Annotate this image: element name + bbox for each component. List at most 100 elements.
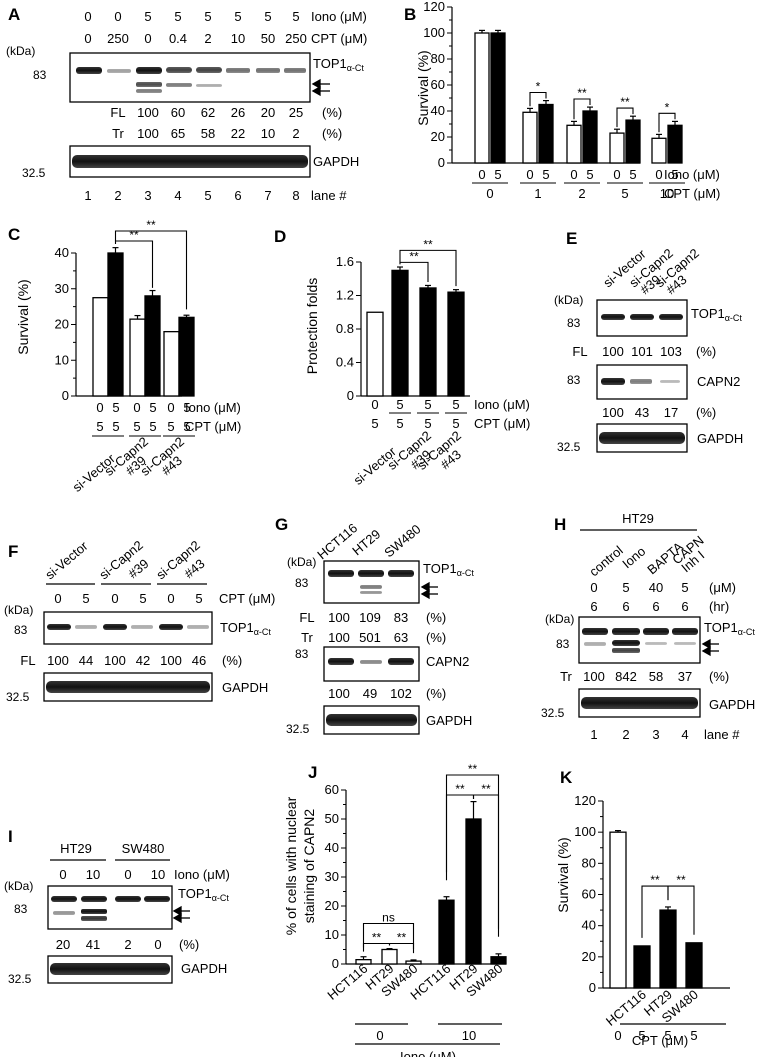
g-fl-label: FL	[299, 610, 314, 625]
a-cpt-1: 250	[107, 31, 129, 46]
panel-label-j: J	[308, 763, 317, 782]
b-sig-bracket	[658, 112, 676, 133]
a-iono-2: 5	[144, 9, 151, 24]
e-kda: (kDa)	[554, 293, 583, 307]
i-cell: HT29	[60, 841, 92, 856]
h-pct: (%)	[709, 669, 729, 684]
j-ylabel: % of cells with nuclear	[283, 796, 299, 935]
c-y-tick-label: 10	[55, 352, 69, 367]
i-iono: 10	[151, 867, 165, 882]
d-iono-val: 5	[396, 397, 403, 412]
panel-label-a: A	[8, 5, 20, 24]
k-bar	[659, 909, 677, 989]
b-cpt-val: 5	[621, 186, 628, 201]
g-tr-val: 501	[359, 630, 381, 645]
b-y-tick-label: 60	[431, 77, 445, 92]
h-tr-val: 100	[583, 669, 605, 684]
h-cell: HT29	[622, 511, 654, 526]
b-iono-val: 5	[671, 167, 678, 182]
j-ylabel: staining of CAPN2	[301, 809, 317, 924]
c-bar	[92, 297, 109, 397]
panel-a: A 0 0 5 5 5 5 5 5 0 250 0 0.4 2 10 50 25…	[6, 5, 367, 203]
j-y-tick-label: 20	[325, 898, 339, 913]
e-band-capn2: CAPN2	[697, 374, 740, 389]
j-iono-label: Iono (μM)	[400, 1049, 456, 1057]
panel-label-c: C	[8, 225, 20, 244]
f-mw: 32.5	[6, 690, 30, 704]
k-sig-bracket	[667, 885, 695, 935]
c-cpt-val: 5	[167, 419, 174, 434]
e-band	[659, 314, 683, 320]
k-sig-label: **	[676, 873, 686, 887]
h-tr-label: Tr	[560, 669, 572, 684]
g-band-top1: TOP1α-Ct	[423, 561, 474, 578]
c-y-tick-label: 40	[55, 245, 69, 260]
h-band	[674, 642, 696, 645]
b-sig-bracket	[573, 98, 591, 120]
h-conc-label: (μM)	[709, 580, 736, 595]
a-band	[136, 89, 162, 93]
a-cpt-6: 50	[261, 31, 275, 46]
b-iono-val: 0	[526, 167, 533, 182]
g-band	[326, 714, 417, 726]
j-sig-bracket	[445, 774, 500, 929]
j-y-tick-label: 30	[325, 869, 339, 884]
e-band	[660, 380, 680, 383]
h-time-label: (hr)	[709, 599, 729, 614]
panel-label-k: K	[560, 768, 573, 787]
g-kda: (kDa)	[287, 555, 316, 569]
h-time: 6	[681, 599, 688, 614]
g-lane-label: HCT116	[314, 520, 360, 562]
b-y-tick-label: 40	[431, 103, 445, 118]
h-time: 6	[622, 599, 629, 614]
d-bar	[419, 287, 437, 397]
f-mw: 83	[14, 623, 28, 637]
a-lane-label: lane #	[311, 188, 347, 203]
h-tr-val: 58	[649, 669, 663, 684]
h-mw: 32.5	[541, 706, 565, 720]
i-band	[81, 909, 107, 914]
a-band-gapdh: GAPDH	[313, 154, 359, 169]
a-lane: 6	[234, 188, 241, 203]
a-band	[136, 67, 162, 74]
a-band	[72, 155, 308, 168]
h-band	[672, 628, 698, 635]
c-bar	[144, 295, 161, 397]
h-band	[582, 628, 608, 635]
a-tr-val: 58	[201, 126, 215, 141]
j-sig-bracket	[362, 922, 415, 950]
d-iono-val: 5	[452, 397, 459, 412]
g-pct: (%)	[426, 610, 446, 625]
b-iono-val: 0	[655, 167, 662, 182]
h-conc: 40	[649, 580, 663, 595]
g-band	[328, 658, 354, 665]
b-iono-val: 0	[613, 167, 620, 182]
d-sig-label: **	[409, 249, 419, 263]
j-y-tick-label: 60	[325, 782, 339, 797]
a-cpt-3: 0.4	[169, 31, 187, 46]
k-cpt-val: 5	[664, 1028, 671, 1043]
a-arrows-icon	[311, 78, 330, 97]
a-blot-top1	[69, 52, 311, 103]
k-cpt-label: CPT (μM)	[632, 1033, 688, 1048]
h-lane-label: Iono	[619, 544, 648, 572]
a-iono-0: 0	[84, 9, 91, 24]
h-band	[581, 697, 698, 709]
c-y-tick-label: 0	[62, 388, 69, 403]
a-fl-val: 100	[137, 105, 159, 120]
b-bar	[566, 124, 582, 164]
i-mw: 32.5	[8, 972, 32, 986]
d-y-tick-label: 1.6	[336, 254, 354, 269]
a-iono-label: Iono (μM)	[311, 9, 367, 24]
a-tr-val: 65	[171, 126, 185, 141]
k-sig-label: **	[650, 873, 660, 887]
i-blot-top1	[47, 885, 173, 930]
b-bar	[651, 137, 667, 164]
a-fl-val: 25	[289, 105, 303, 120]
a-iono-5: 5	[234, 9, 241, 24]
a-band	[76, 67, 102, 74]
i-band	[53, 911, 75, 915]
a-iono-1: 0	[114, 9, 121, 24]
